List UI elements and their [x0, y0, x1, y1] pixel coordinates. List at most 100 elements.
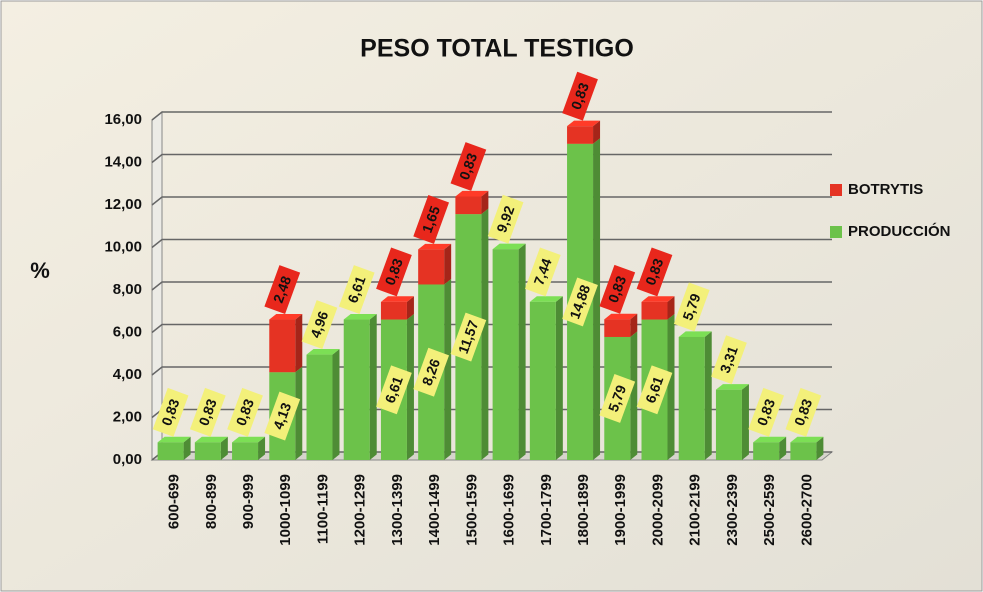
bar-side — [369, 313, 377, 460]
bar-top — [306, 349, 340, 355]
bar-top — [232, 436, 266, 443]
bar — [455, 196, 482, 215]
bar-side — [481, 208, 489, 460]
y-tick-label: 0,00 — [113, 451, 142, 468]
bar-top — [715, 384, 749, 390]
y-tick-label: 6,00 — [113, 323, 142, 340]
x-tick-label: 1300-1399 — [389, 474, 406, 546]
bar-side — [630, 331, 638, 460]
bar-top — [790, 436, 824, 443]
legend-swatch — [830, 184, 842, 196]
bar — [641, 301, 668, 320]
legend-swatch — [830, 226, 842, 238]
x-tick-label: 1200-1299 — [352, 474, 369, 546]
data-label-box — [264, 391, 301, 441]
x-tick-label: 1600-1699 — [501, 474, 518, 546]
data-label: 4,96 — [301, 300, 338, 350]
bar — [269, 319, 296, 373]
x-tick-label: 1000-1099 — [277, 474, 294, 546]
y-tick-label: 14,00 — [104, 153, 142, 170]
x-tick-label: 800-899 — [203, 474, 220, 529]
bar-side — [518, 243, 526, 460]
data-label: 0,83 — [562, 71, 598, 121]
bar-side — [295, 313, 303, 373]
bar — [380, 301, 407, 320]
data-label-box — [785, 387, 822, 437]
bar — [492, 249, 519, 460]
bar — [678, 336, 705, 460]
bar-side — [295, 366, 303, 460]
bar — [343, 319, 370, 460]
y-tick-label: 12,00 — [104, 196, 142, 213]
data-label-box — [152, 387, 189, 437]
data-label: 4,13 — [264, 391, 301, 441]
data-label-box — [227, 387, 263, 437]
bar-side — [816, 436, 824, 460]
bar-top — [492, 243, 526, 250]
bar-side — [667, 313, 675, 460]
grid-line — [151, 153, 832, 164]
data-label-box — [599, 264, 636, 314]
y-tick-label: 10,00 — [104, 238, 142, 255]
grid-line — [151, 111, 832, 121]
bar-top — [641, 296, 675, 302]
bar-top — [380, 296, 414, 302]
data-label-box — [301, 300, 338, 350]
bar-top — [604, 313, 638, 320]
x-tick-label: 2600-2700 — [798, 474, 815, 546]
y-tick-label: 2,00 — [113, 408, 142, 425]
x-tick-label: 1900-1999 — [612, 474, 629, 546]
x-tick-label: 600-699 — [166, 474, 183, 529]
data-label-box — [524, 247, 561, 297]
bar-side — [630, 313, 638, 337]
bar-side — [444, 278, 452, 460]
bar-side — [667, 296, 675, 320]
bar-side — [258, 436, 266, 460]
bar-side — [406, 313, 414, 460]
bar-top — [343, 313, 377, 320]
x-tick-label: 2100-2199 — [687, 474, 704, 546]
data-label-box — [338, 265, 375, 314]
data-label-box — [413, 347, 450, 397]
bar-top — [529, 296, 563, 302]
data-label-box — [599, 374, 636, 423]
bar — [604, 319, 631, 337]
x-tick-label: 1100-1199 — [314, 474, 331, 544]
data-label-box — [487, 194, 524, 244]
x-tick-label: 900-999 — [240, 474, 257, 529]
data-label-box — [562, 277, 598, 327]
bar — [790, 442, 817, 460]
data-label-box — [711, 335, 747, 385]
data-label-box — [636, 247, 673, 297]
y-tick-label: 16,00 — [104, 111, 142, 128]
x-tick-label: 2500-2599 — [761, 474, 778, 546]
y-tick-label: 4,00 — [113, 366, 142, 383]
bar-top — [567, 120, 601, 127]
bar — [715, 389, 742, 460]
bar-side — [704, 331, 712, 460]
bar — [157, 442, 184, 460]
bar-top — [418, 243, 452, 250]
x-tick-label: 2300-2399 — [724, 474, 741, 546]
data-label: 0,83 — [450, 142, 487, 191]
legend-label: PRODUCCIÓN — [848, 222, 951, 240]
grid-line — [151, 196, 832, 206]
grid-line — [151, 238, 832, 249]
bar-top — [269, 313, 303, 320]
data-label-box — [189, 387, 226, 437]
data-label-box — [450, 142, 487, 191]
bar-top — [678, 331, 712, 337]
data-label: 11,57 — [450, 312, 487, 362]
legend-label: BOTRYTIS — [848, 181, 923, 198]
data-label-box — [264, 265, 301, 314]
bar-side — [444, 243, 452, 285]
data-label: 3,31 — [711, 335, 747, 385]
x-tick-label: 1400-1499 — [426, 474, 443, 546]
bar-top — [753, 436, 787, 443]
bar-side — [555, 296, 563, 460]
data-label-box — [673, 282, 710, 332]
x-tick-label: 1800-1899 — [575, 474, 592, 546]
bar-side — [593, 138, 601, 460]
